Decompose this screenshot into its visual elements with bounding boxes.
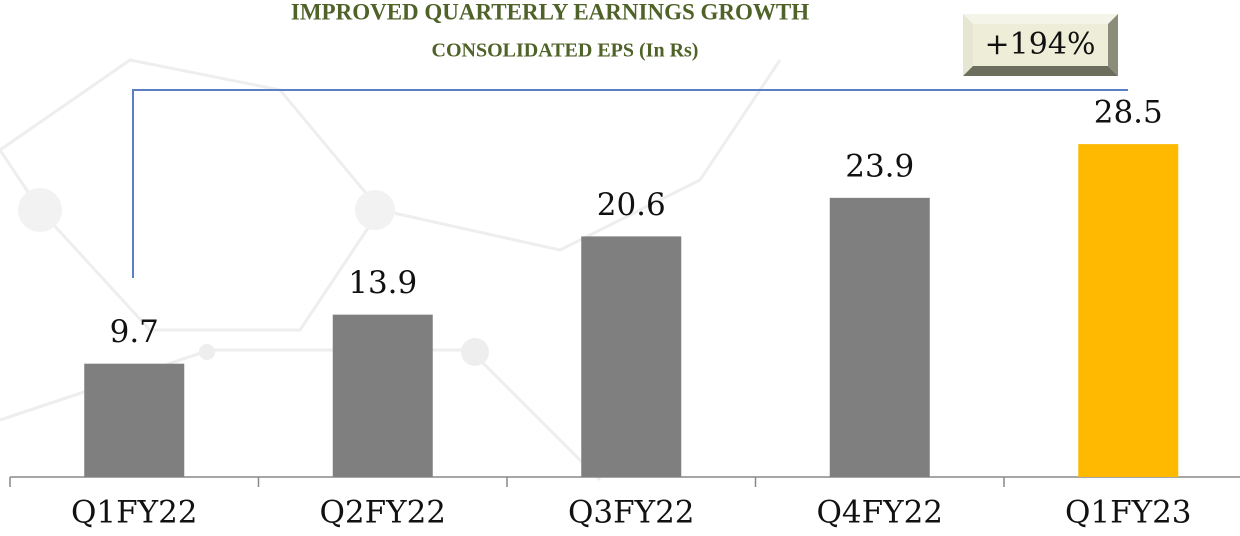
value-label: 28.5 (1094, 95, 1163, 131)
value-label: 20.6 (597, 187, 666, 223)
x-tick-label: Q4FY22 (816, 495, 943, 531)
bar (84, 363, 185, 477)
bar (332, 314, 433, 477)
chart-subtitle: CONSOLIDATED EPS (In Rs) (432, 40, 699, 62)
x-tick-label: Q3FY22 (568, 495, 695, 531)
bar (829, 197, 930, 477)
bar (1078, 144, 1179, 477)
annotation-box: +194% (963, 14, 1118, 76)
x-tick-label: Q1FY22 (71, 495, 198, 531)
annotation: +194% (985, 27, 1096, 62)
chart-title: IMPROVED QUARTERLY EARNINGS GROWTH (291, 0, 809, 24)
bar (581, 236, 682, 477)
x-tick-label: Q2FY22 (319, 495, 446, 531)
value-label: 23.9 (845, 148, 914, 184)
x-tick-label: Q1FY23 (1065, 495, 1192, 531)
value-label: 13.9 (348, 265, 417, 301)
bracket-line (132, 89, 1128, 278)
value-label: 9.7 (110, 314, 159, 350)
